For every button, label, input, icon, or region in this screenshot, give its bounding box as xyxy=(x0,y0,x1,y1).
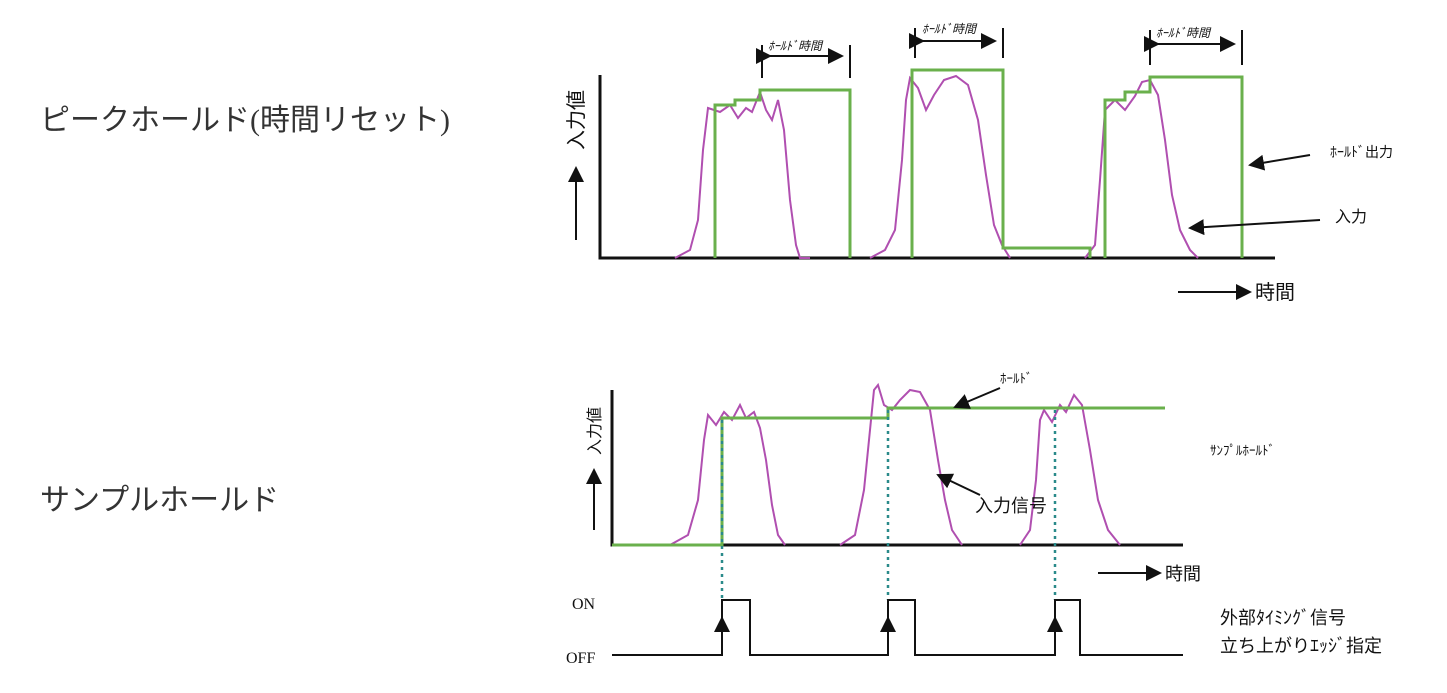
x-label: 時間 xyxy=(1165,564,1201,585)
hold-time-label: ﾎｰﾙﾄﾞ時間 xyxy=(1156,26,1212,40)
trigger-guide xyxy=(720,410,1057,600)
hold-label: ﾎｰﾙﾄﾞ xyxy=(1000,372,1033,387)
axes xyxy=(598,75,1275,260)
peak-hold-chart: ﾎｰﾙﾄﾞ時間 ﾎｰﾙﾄﾞ時間 ﾎｰﾙﾄﾞ時間 入力値 時間 ﾎｰﾙﾄﾞ出力 入… xyxy=(564,22,1393,304)
y-label: 入力値 xyxy=(564,90,588,150)
pointer xyxy=(936,473,981,496)
trigger-label: 外部ﾀｲﾐﾝｸﾞ信号 xyxy=(1220,608,1346,629)
input-label: 入力信号 xyxy=(975,496,1047,517)
pointer xyxy=(1188,219,1321,236)
pointer xyxy=(1248,154,1311,171)
hold-time-label: ﾎｰﾙﾄﾞ時間 xyxy=(922,22,978,36)
trigger-label: 立ち上がりｴｯｼﾞ指定 xyxy=(1220,636,1382,657)
title: サンプルホールド xyxy=(40,484,279,517)
output-label: ﾎｰﾙﾄﾞ出力 xyxy=(1330,145,1393,161)
sample-hold-chart: 入力値 時間 ﾎｰﾙﾄﾞ ｻﾝﾌﾟﾙﾎｰﾙﾄﾞ 入力信号 ON OFF 外部ﾀｲ… xyxy=(566,372,1382,667)
title: ピークホールド(時間リセット) xyxy=(40,104,450,137)
trigger-signal xyxy=(612,599,1183,656)
hold-time-label: ﾎｰﾙﾄﾞ時間 xyxy=(768,39,824,53)
on-label: ON xyxy=(572,596,596,613)
mode-label: ｻﾝﾌﾟﾙﾎｰﾙﾄﾞ xyxy=(1210,444,1275,459)
pointer xyxy=(953,387,1001,409)
x-label: 時間 xyxy=(1255,280,1295,304)
input-curve xyxy=(674,74,1199,259)
axes xyxy=(610,390,1183,547)
hold-output xyxy=(612,406,1165,547)
off-label: OFF xyxy=(566,650,595,667)
hold-output xyxy=(713,68,1244,258)
input-label: 入力 xyxy=(1335,207,1367,226)
y-label: 入力値 xyxy=(585,407,604,455)
